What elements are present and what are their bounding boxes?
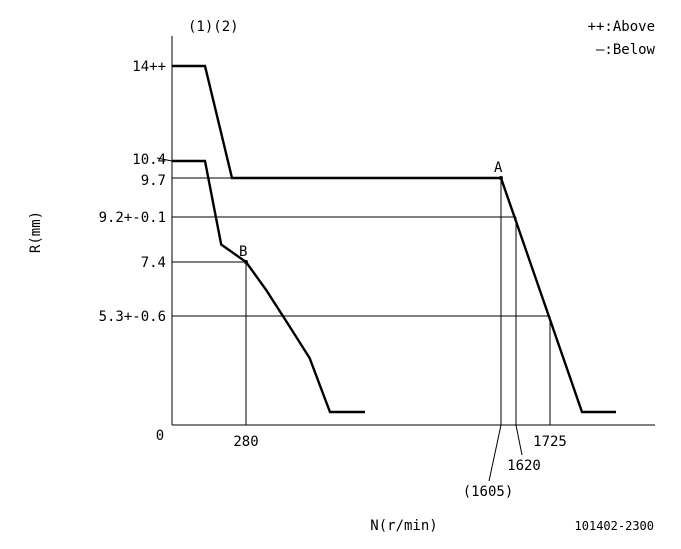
leader-1620 xyxy=(515,424,523,456)
x-tick-label-2: 1620 xyxy=(507,458,541,474)
leader-1605 xyxy=(488,424,502,482)
legend-above: ++:Above xyxy=(588,19,655,35)
y-tick-label-1: 10.4 xyxy=(132,152,166,168)
y-axis-label: R(mm) xyxy=(28,211,44,253)
x-axis-label: N(r/min) xyxy=(370,518,437,534)
chart-header: (1)(2) xyxy=(188,19,239,35)
y-tick-label-3: 9.2+-0.1 xyxy=(99,210,166,226)
series-above-line xyxy=(172,64,616,414)
point-b-label: B xyxy=(239,244,247,260)
point-a-marker xyxy=(499,176,503,180)
origin-label: 0 xyxy=(156,428,164,444)
y-tick-label-0: 14++ xyxy=(132,59,166,75)
y-tick-label-5: 5.3+-0.6 xyxy=(99,309,166,325)
figure-id: 101402-2300 xyxy=(575,519,654,533)
x-tick-label-0: 280 xyxy=(233,434,258,450)
y-tick-label-2: 9.7 xyxy=(141,173,166,189)
series-below-line xyxy=(172,159,365,414)
y-tick-label-4: 7.4 xyxy=(141,255,166,271)
leader-10-4 xyxy=(156,157,173,162)
x-tick-label-3: (1605) xyxy=(463,484,514,500)
point-b-marker xyxy=(244,260,248,264)
x-tick-label-1: 1725 xyxy=(533,434,567,450)
legend-below: —:Below xyxy=(596,42,656,58)
chart-marks: 14++ 10.4 9.7 9.2+-0.1 7.4 5.3+-0.6 280 1725 162… xyxy=(99,59,616,500)
point-a-label: A xyxy=(494,160,503,176)
